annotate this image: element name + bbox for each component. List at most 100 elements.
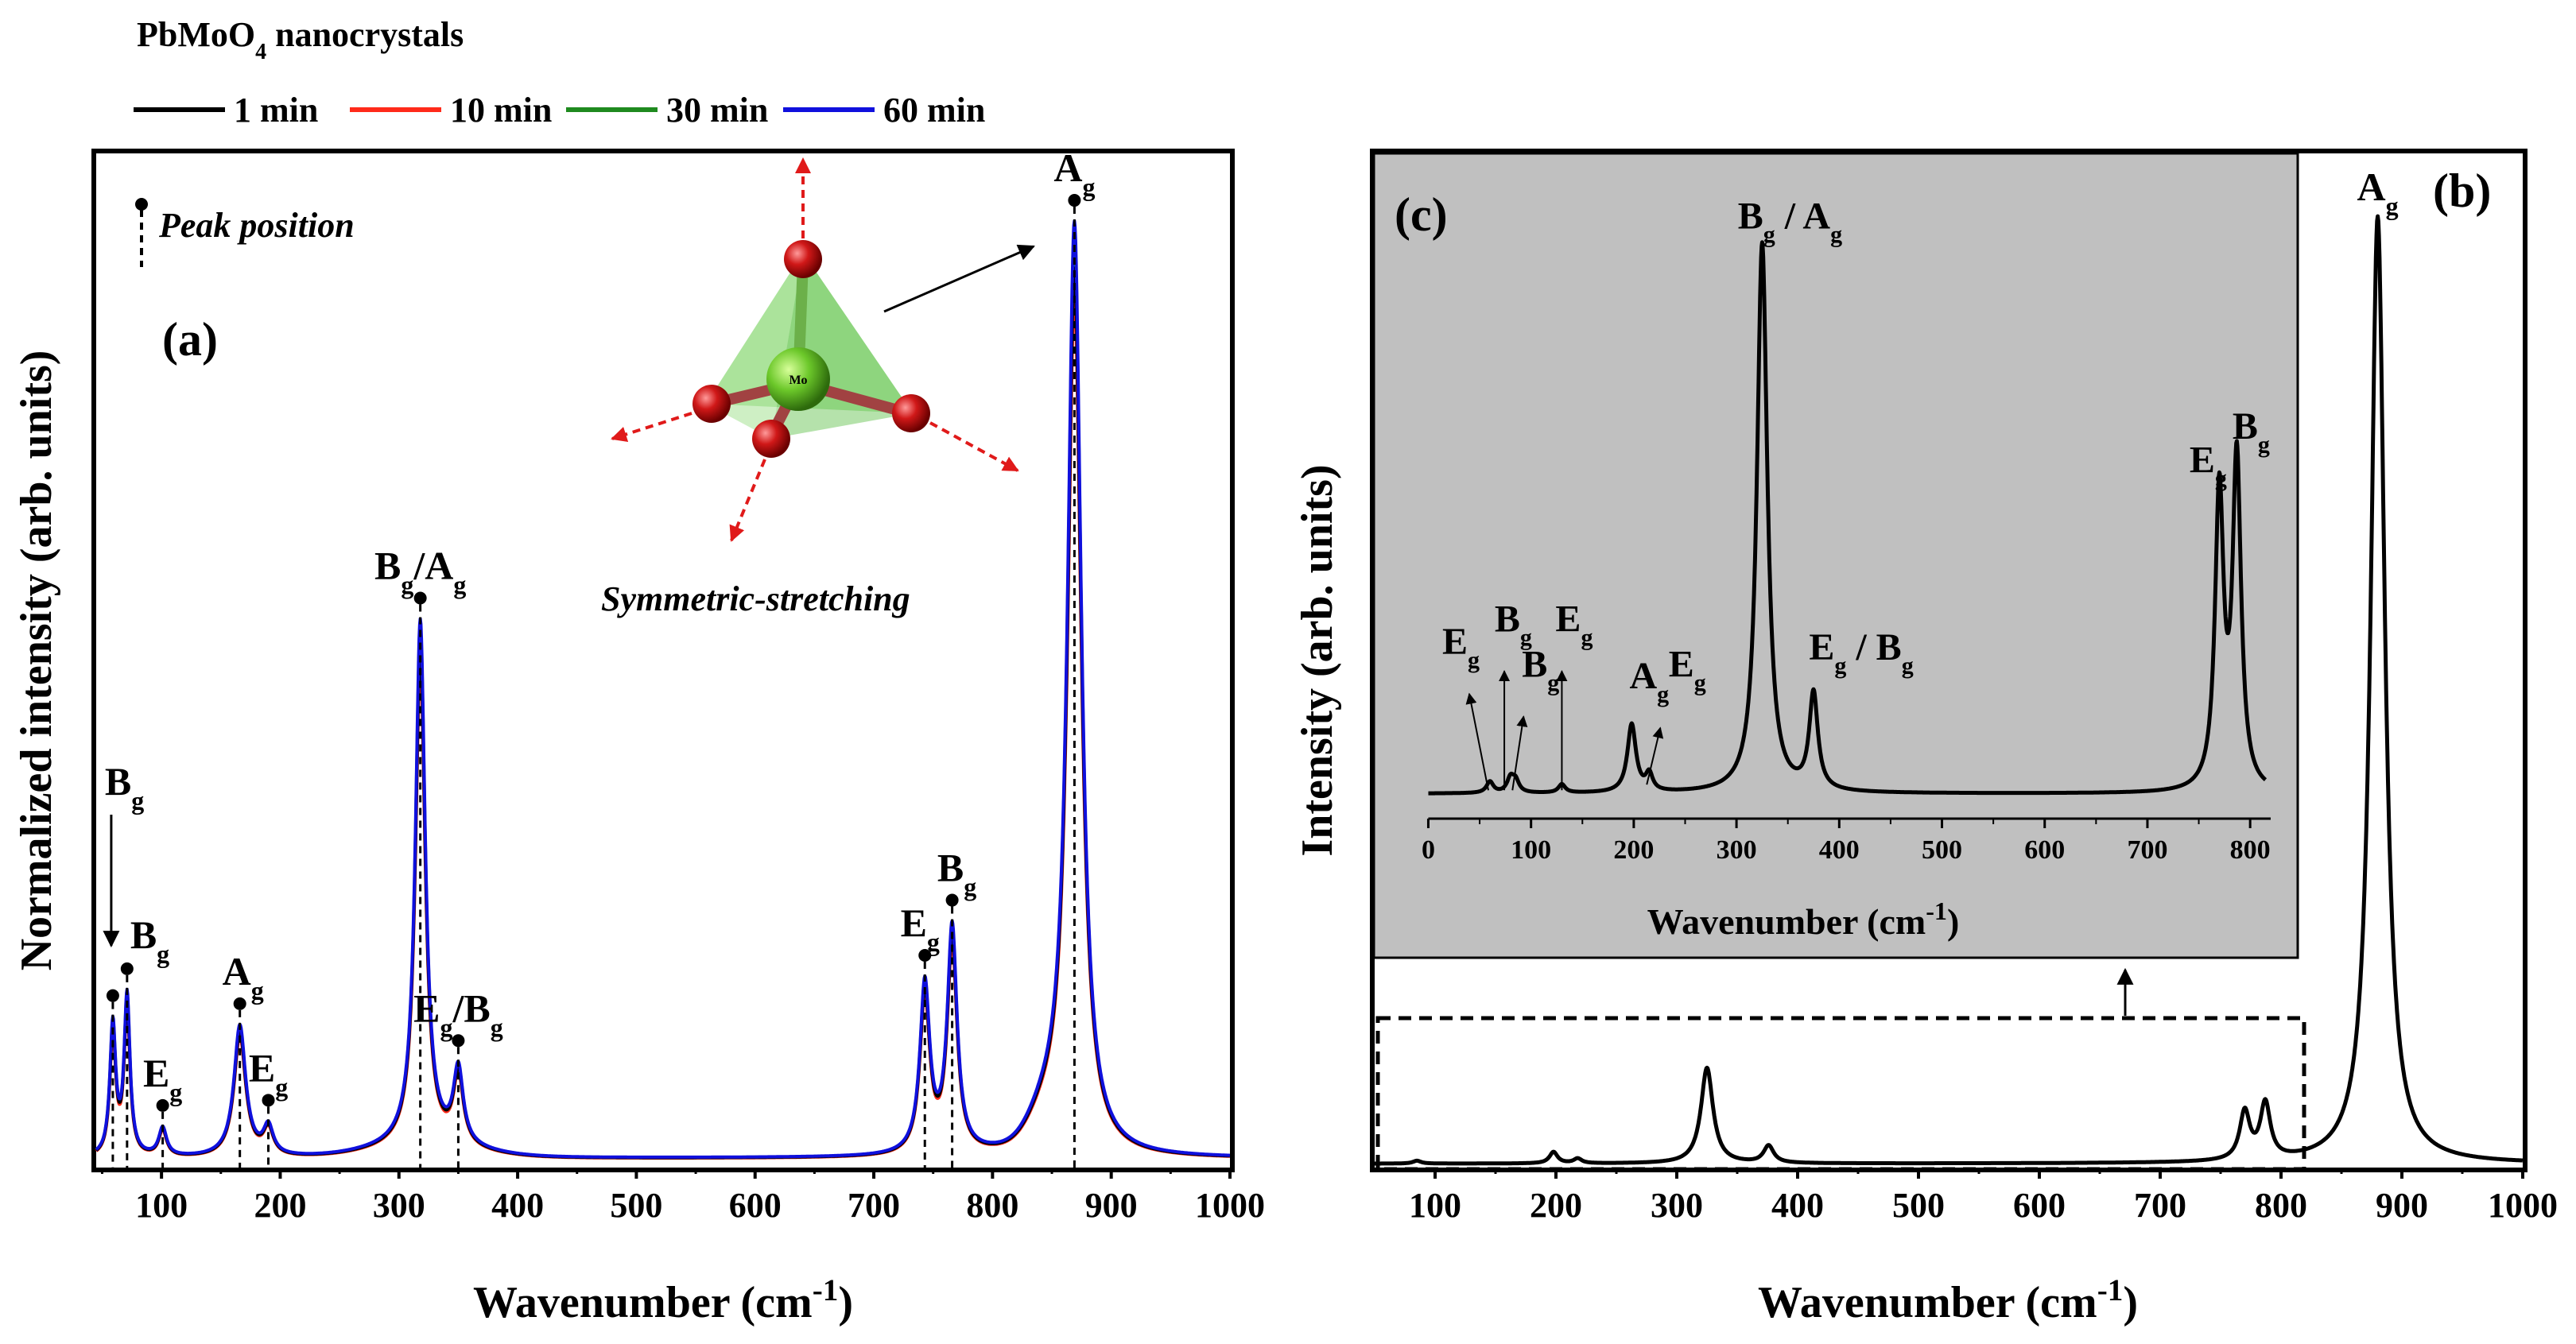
peak-label-4-subscript: g	[251, 976, 264, 1005]
x-tick-label: 100	[135, 1186, 188, 1225]
panel-c-peak-label-2-symbol: B	[1495, 598, 1520, 640]
peak-label-5-subscript: g	[275, 1072, 288, 1101]
panel-b-y-label: Intensity (arb. units)	[1293, 464, 1342, 856]
mo-atom	[766, 347, 830, 411]
panel-b-peak-label-ag: Ag	[2357, 165, 2399, 220]
legend-title: PbMoO4 nanocrystals	[137, 15, 464, 64]
panel-c-peak-label-9-subscript: g	[2215, 465, 2227, 491]
peak-label-6-symbol-2: A	[425, 544, 453, 588]
x-tick-label: 600	[729, 1186, 782, 1225]
panel-c-peak-label-10-symbol: B	[2233, 405, 2258, 447]
panel-b-spectrum-line	[1373, 214, 2524, 1166]
panel-b-y-label-text: Intensity (arb. units)	[1293, 464, 1342, 856]
oxygen-atom-right	[892, 394, 930, 432]
peak-label-9-subscript: g	[964, 873, 976, 901]
peak-label-8-symbol: E	[901, 901, 927, 945]
peak-label-7-subscript-2: g	[491, 1013, 503, 1041]
x-tick-label: 500	[1892, 1186, 1945, 1225]
peak-marker-dot	[156, 1098, 169, 1112]
panel-a-y-label-text: Normalized intensity (arb. units)	[12, 351, 61, 971]
peak-marker-dot	[1068, 194, 1081, 207]
panel-c-peak-label-4: Eg	[1555, 598, 1593, 650]
x-tick-label: 1000	[1195, 1186, 1265, 1225]
x-tick-label: 700	[2134, 1186, 2186, 1225]
peak-label-9: Bg	[937, 846, 976, 901]
panel-c-peak-label-2-subscript: g	[1520, 624, 1532, 650]
peak-label-10-subscript: g	[1082, 172, 1095, 201]
peak-label-2-subscript: g	[157, 939, 169, 968]
peak-label-10-symbol: A	[1053, 145, 1082, 190]
oxygen-atom-top	[784, 240, 822, 278]
series-line-30-min	[95, 238, 1232, 1160]
panel-c-peak-label-5-subscript: g	[1657, 680, 1669, 707]
x-tick-label: 200	[254, 1186, 306, 1225]
peak-label-10: Ag	[1053, 145, 1095, 201]
peak-label-2-symbol: B	[130, 912, 157, 957]
panel-c-peak-label-7-symbol-2: A	[1802, 196, 1830, 238]
panel-c-peak-label-9: Eg	[2190, 440, 2227, 492]
panel-b-peak-label-ag-subscript: g	[2386, 192, 2399, 220]
x-tick-label: 100	[1409, 1186, 1461, 1225]
panel-a-frame	[91, 149, 1235, 1172]
panel-b-x-ticks: 100 200 300 400 500 600 700 800 900 1000	[1409, 1168, 2558, 1225]
panel-c-peak-label-1-subscript: g	[1468, 647, 1480, 673]
panel-c-peak-label-10-subscript: g	[2258, 431, 2270, 457]
panel-c-peak-label-6-subscript: g	[1694, 669, 1706, 695]
x-tick-label: 100	[1511, 835, 1551, 865]
panel-c-peak-label-1: Eg	[1442, 621, 1480, 673]
moo4-tetrahedron-illustration: Mo Symmetric-stretching	[601, 157, 1035, 618]
legend-entries: 1 min 10 min 30 min 60 min	[134, 91, 985, 130]
x-tick-label: 300	[1717, 835, 1757, 865]
x-tick-label: 900	[1085, 1186, 1138, 1225]
panel-c-x-label-text: Wavenumber (cm-1)	[1647, 897, 1960, 942]
peak-label-3-symbol: E	[143, 1051, 169, 1095]
panel-a-x-label-text: Wavenumber (cm-1)	[473, 1273, 853, 1328]
series-line-1-min	[95, 266, 1232, 1160]
x-tick-label: 600	[2024, 835, 2065, 865]
x-tick-label: 300	[373, 1186, 425, 1225]
panel-c-peak-label-2: Bg	[1495, 598, 1532, 650]
peak-label-4-symbol: A	[223, 949, 251, 993]
stretch-arrow-right	[929, 421, 1019, 472]
x-tick-label: 1000	[2488, 1186, 2558, 1225]
peak-label-4: Ag	[223, 949, 264, 1005]
panel-c-peak-label-3-symbol: B	[1522, 644, 1547, 686]
series-line-60-min	[95, 219, 1232, 1159]
zoom-region-box	[1375, 1016, 2306, 1172]
peak-label-7-subscript: g	[440, 1013, 452, 1041]
legend-label-4: 60 min	[883, 91, 985, 130]
panel-c-peak-label-10: Bg	[2233, 405, 2270, 458]
panel-c-peak-label-8-symbol-2: B	[1876, 626, 1902, 668]
superscript-minus-one: -1	[1926, 897, 1947, 925]
panel-c-peak-label-7-subscript: g	[1763, 221, 1775, 247]
stretch-arrow-down	[729, 459, 766, 542]
x-tick-label: 800	[2255, 1186, 2307, 1225]
panel-b-x-label-text: Wavenumber (cm-1)	[1758, 1273, 2138, 1328]
symmetric-stretching-label: Symmetric-stretching	[601, 579, 910, 618]
panel-c-peak-label-7-subscript-2: g	[1830, 221, 1842, 247]
legend-label-3: 30 min	[666, 91, 768, 130]
subscript-4: 4	[255, 40, 266, 64]
panel-c-series	[1426, 240, 2268, 796]
x-tick-label: 300	[1651, 1186, 1703, 1225]
panel-c-spectrum-line	[1426, 240, 2268, 796]
legend-title-rest: nanocrystals	[266, 15, 464, 54]
peak-label-5: Eg	[249, 1045, 288, 1101]
peak-label-6-subscript-2: g	[453, 571, 466, 599]
panel-b-x-label: Wavenumber (cm-1)	[1758, 1273, 2138, 1328]
x-tick-label: 400	[491, 1186, 544, 1225]
panel-c-peak-label-5-symbol: A	[1629, 655, 1657, 697]
peak-label-7-separator: /	[452, 986, 464, 1030]
panel-c-peak-label-3: Bg	[1522, 644, 1559, 696]
peak-marker-dot	[233, 997, 246, 1010]
peak-marker-dot	[262, 1094, 275, 1107]
legend: PbMoO4 nanocrystals 1 min 10 min 30 min 60 …	[134, 15, 985, 130]
peak-label-7-symbol-2: B	[464, 986, 490, 1030]
panel-b-peak-labels: Ag	[2357, 165, 2399, 220]
superscript-minus-one: -1	[2097, 1273, 2124, 1307]
stretch-arrow-left	[611, 412, 692, 443]
peak-label-6-symbol: B	[374, 544, 401, 588]
